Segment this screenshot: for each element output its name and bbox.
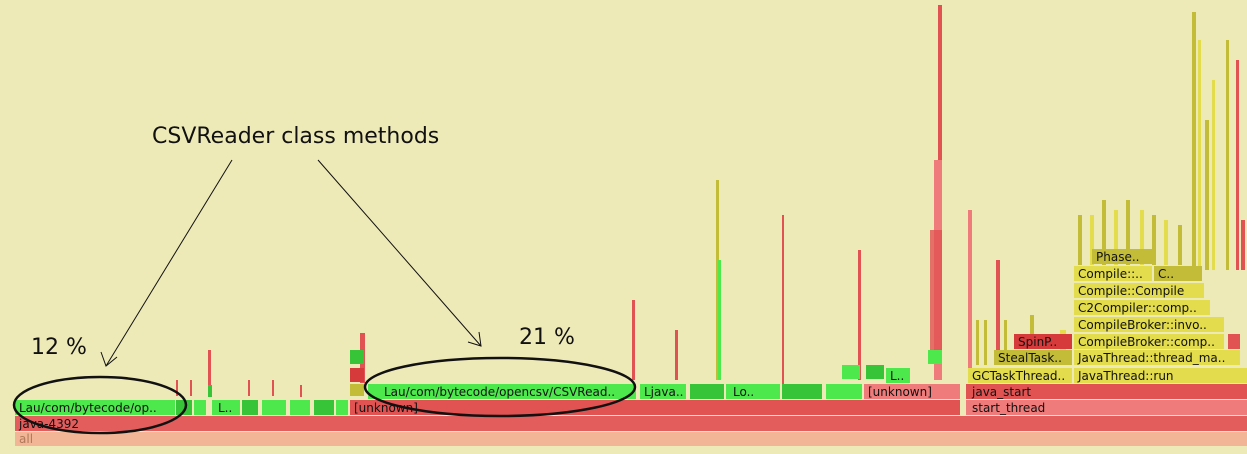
frame-java-start[interactable]: java_start (966, 384, 1247, 399)
svg-text:GCTaskThread..: GCTaskThread.. (972, 369, 1065, 383)
frame-green-small[interactable] (826, 384, 862, 399)
frame-java-process[interactable]: java-4392 (15, 416, 1247, 431)
frame-unknown-right[interactable]: [unknown] (864, 384, 960, 399)
svg-text:JavaThread::thread_ma..: JavaThread::thread_ma.. (1077, 351, 1225, 365)
svg-text:Compile::Compile: Compile::Compile (1078, 284, 1184, 298)
frame-ljava[interactable]: Ljava.. (640, 384, 686, 399)
svg-text:JavaThread::run: JavaThread::run (1077, 369, 1174, 383)
annotation-percent-mid: 21 % (519, 325, 575, 350)
svg-text:C2Compiler::comp..: C2Compiler::comp.. (1078, 301, 1197, 315)
frame-green-small[interactable] (262, 400, 286, 415)
svg-text:all: all (19, 432, 33, 446)
frame-green-small[interactable] (690, 384, 724, 399)
frame-all[interactable]: all (15, 432, 1247, 446)
ellipse-mid (363, 356, 637, 418)
frame-green-small[interactable] (290, 400, 310, 415)
frame-javathread-run[interactable]: JavaThread::run (1074, 368, 1247, 383)
frame-phase[interactable]: Phase.. (1092, 249, 1152, 264)
svg-text:SpinP..: SpinP.. (1018, 335, 1057, 349)
svg-text:Compile::..: Compile::.. (1078, 267, 1143, 281)
frame-green-small[interactable] (242, 400, 258, 415)
svg-text:C..: C.. (1158, 267, 1174, 281)
frame-unknown-main[interactable]: [unknown] (350, 400, 960, 415)
frame-compile-dots[interactable]: Compile::.. (1074, 266, 1152, 281)
svg-text:L..: L.. (890, 369, 904, 383)
frame-c-dots[interactable]: C.. (1154, 266, 1202, 281)
svg-text:Phase..: Phase.. (1096, 250, 1139, 264)
svg-text:CompileBroker::invo..: CompileBroker::invo.. (1078, 318, 1207, 332)
frame-green-small[interactable] (194, 400, 206, 415)
frame-stealtask[interactable]: StealTask.. (994, 350, 1072, 365)
frame-red-small[interactable] (1228, 334, 1240, 349)
svg-text:Lau/com/bytecode/op..: Lau/com/bytecode/op.. (19, 401, 157, 415)
frame-gctask[interactable]: GCTaskThread.. (968, 368, 1072, 383)
frame-l-small[interactable]: L.. (212, 400, 240, 415)
svg-text:java_start: java_start (971, 385, 1031, 399)
svg-text:java-4392: java-4392 (18, 417, 79, 431)
annotation-percent-left: 12 % (31, 335, 87, 360)
frame-green-small[interactable] (176, 400, 192, 415)
frame-green-small[interactable] (336, 400, 348, 415)
frame-lau-csvreader[interactable]: Lau/com/bytecode/opencsv/CSVRead.. (368, 384, 636, 399)
arrow-mid (317, 159, 482, 347)
svg-text:Lau/com/bytecode/opencsv/CSVRe: Lau/com/bytecode/opencsv/CSVRead.. (384, 385, 615, 399)
frame-c2compiler[interactable]: C2Compiler::comp.. (1074, 300, 1210, 315)
frame-javathread-main[interactable]: JavaThread::thread_ma.. (1074, 350, 1240, 365)
svg-text:Ljava..: Ljava.. (644, 385, 683, 399)
ellipse-left (12, 375, 188, 435)
annotation-title: CSVReader class methods (152, 124, 440, 149)
svg-text:Lo..: Lo.. (733, 385, 754, 399)
frame-lau-left[interactable]: Lau/com/bytecode/op.. (15, 400, 175, 415)
svg-text:StealTask..: StealTask.. (998, 351, 1062, 365)
frame-compilebroker-invo[interactable]: CompileBroker::invo.. (1074, 317, 1224, 332)
flame-spikes (176, 5, 1245, 397)
svg-text:[unknown]: [unknown] (868, 385, 932, 399)
svg-text:CompileBroker::comp..: CompileBroker::comp.. (1078, 335, 1215, 349)
svg-text:[unknown]: [unknown] (354, 401, 418, 415)
annotation-overlay (12, 159, 637, 435)
frame-green-small[interactable] (782, 384, 822, 399)
frame-start-thread[interactable]: start_thread (966, 400, 1247, 415)
frame-green-small[interactable] (314, 400, 334, 415)
frame-lo[interactable]: Lo.. (726, 384, 780, 399)
frame-l-right[interactable]: L.. (886, 368, 910, 383)
frame-compile-compile[interactable]: Compile::Compile (1074, 283, 1204, 298)
svg-text:start_thread: start_thread (972, 401, 1045, 415)
frame-compilebroker-comp[interactable]: CompileBroker::comp.. (1074, 334, 1224, 349)
arrow-left (105, 159, 233, 367)
frame-spinp[interactable]: SpinP.. (1014, 334, 1072, 349)
svg-text:L..: L.. (218, 401, 232, 415)
